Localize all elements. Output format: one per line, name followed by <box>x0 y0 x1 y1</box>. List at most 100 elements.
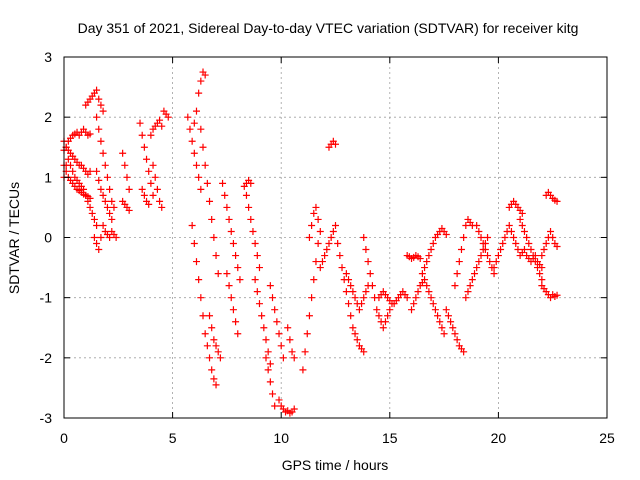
data-point <box>453 336 461 344</box>
data-point <box>499 240 507 248</box>
data-point <box>106 209 114 217</box>
data-point <box>123 173 131 181</box>
data-point <box>95 95 103 103</box>
series-arc-06 <box>93 113 118 211</box>
x-tick-label: 0 <box>60 430 68 446</box>
x-tick-label: 25 <box>599 430 615 446</box>
data-point <box>232 252 240 260</box>
data-point <box>221 191 229 199</box>
data-point <box>290 354 298 362</box>
series-arc-16 <box>184 113 205 193</box>
data-point <box>490 270 498 278</box>
series-arc-31 <box>305 203 324 241</box>
data-point <box>460 234 468 241</box>
data-point <box>353 336 361 344</box>
series-arc-10 <box>119 197 133 214</box>
series-arc-43 <box>462 234 492 302</box>
data-point <box>438 324 446 332</box>
data-point <box>342 270 350 278</box>
data-point <box>188 137 196 145</box>
data-point <box>199 312 207 320</box>
x-tick-label: 15 <box>382 430 398 446</box>
series-arc-30 <box>299 240 322 374</box>
data-point <box>494 252 502 260</box>
data-point <box>95 176 103 184</box>
y-tick-label: -2 <box>40 350 53 366</box>
data-point <box>99 221 107 229</box>
data-point <box>186 125 194 133</box>
series-arc-21 <box>219 179 244 284</box>
data-point <box>199 143 207 151</box>
data-point <box>158 122 166 130</box>
data-point <box>473 221 481 229</box>
data-point <box>110 203 118 211</box>
data-point <box>108 197 116 205</box>
data-point <box>533 264 541 272</box>
data-point <box>147 179 155 187</box>
series-arc-34 <box>334 240 368 356</box>
data-point <box>264 366 272 374</box>
data-point <box>103 203 111 211</box>
data-points <box>60 68 561 417</box>
data-point <box>197 185 205 193</box>
data-point <box>247 179 255 187</box>
data-point <box>67 161 75 169</box>
data-point <box>219 179 227 187</box>
data-point <box>229 240 237 248</box>
data-point <box>93 113 101 121</box>
data-point <box>360 234 368 241</box>
data-point <box>93 221 101 229</box>
series-arc-49 <box>538 227 561 260</box>
data-point <box>156 116 164 124</box>
data-point <box>151 173 159 181</box>
data-point <box>549 234 557 241</box>
data-point <box>269 390 277 398</box>
data-point <box>444 312 452 320</box>
data-point <box>195 173 203 181</box>
data-point <box>93 240 101 248</box>
data-point <box>349 288 357 296</box>
y-tick-label: -1 <box>40 290 53 306</box>
data-point <box>99 149 107 157</box>
data-point <box>412 294 420 302</box>
data-point <box>451 330 459 338</box>
series-arc-19 <box>197 125 222 278</box>
data-point <box>90 234 98 241</box>
series-arc-41 <box>442 306 468 356</box>
data-point <box>505 221 513 229</box>
data-point <box>473 264 481 272</box>
data-point <box>275 396 283 404</box>
data-point <box>362 246 370 254</box>
data-point <box>460 348 468 356</box>
data-point <box>125 185 133 193</box>
data-point <box>103 173 111 181</box>
data-point <box>264 348 272 356</box>
data-point <box>253 252 261 260</box>
data-point <box>540 246 548 254</box>
series-arc-23 <box>240 176 255 190</box>
x-tick-label: 5 <box>169 430 177 446</box>
data-point <box>227 294 235 302</box>
data-point <box>90 215 98 223</box>
data-point <box>366 270 374 278</box>
data-point <box>507 227 515 235</box>
data-point <box>314 240 322 248</box>
data-point <box>523 234 531 241</box>
series-arc-20 <box>206 312 224 362</box>
data-point <box>140 191 148 199</box>
data-point <box>484 252 492 260</box>
data-point <box>425 288 433 296</box>
data-point <box>195 89 203 97</box>
y-axis-label: SDTVAR / TECUs <box>6 182 22 294</box>
data-point <box>69 167 77 175</box>
data-point <box>316 264 324 272</box>
data-point <box>138 131 146 139</box>
data-point <box>531 258 539 266</box>
data-point <box>210 375 218 383</box>
data-point <box>310 209 318 217</box>
data-point <box>214 348 222 356</box>
data-point <box>308 294 316 302</box>
axis-tick-labels: 0 5 10 15 20 25 -3 -2 -1 0 1 2 3 <box>40 49 615 446</box>
data-point <box>312 258 320 266</box>
data-point <box>553 243 561 251</box>
